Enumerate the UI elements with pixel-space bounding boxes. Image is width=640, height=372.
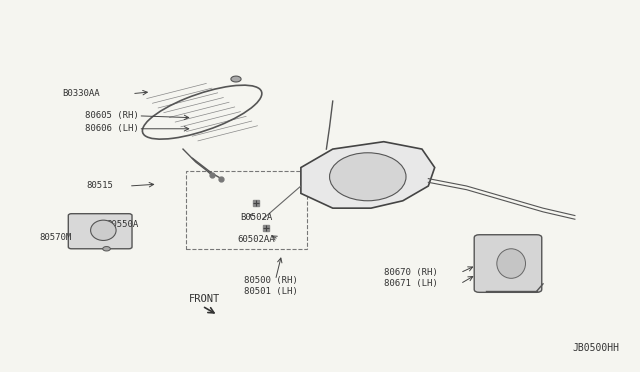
Circle shape xyxy=(102,247,110,251)
Bar xyxy=(186,171,307,249)
Text: 80671 (LH): 80671 (LH) xyxy=(384,279,438,288)
FancyBboxPatch shape xyxy=(68,214,132,249)
Text: 80501 (LH): 80501 (LH) xyxy=(244,287,298,296)
Text: FRONT: FRONT xyxy=(189,294,221,304)
Ellipse shape xyxy=(91,220,116,240)
Text: 80606 (LH): 80606 (LH) xyxy=(84,124,138,133)
Text: 80605 (RH): 80605 (RH) xyxy=(84,111,138,121)
Ellipse shape xyxy=(497,249,525,278)
Text: 80570M: 80570M xyxy=(40,233,72,242)
Text: 60502AA: 60502AA xyxy=(237,235,275,244)
Text: JB0500HH: JB0500HH xyxy=(573,343,620,353)
Text: B0330AA: B0330AA xyxy=(63,89,100,98)
FancyBboxPatch shape xyxy=(474,235,541,292)
Text: 80500 (RH): 80500 (RH) xyxy=(244,276,298,285)
Circle shape xyxy=(231,76,241,82)
Text: 80550A: 80550A xyxy=(106,220,139,229)
Text: B0502A: B0502A xyxy=(241,213,273,222)
Text: 80670 (RH): 80670 (RH) xyxy=(384,268,438,277)
Ellipse shape xyxy=(330,153,406,201)
PathPatch shape xyxy=(301,142,435,208)
Text: 80515: 80515 xyxy=(86,182,113,190)
